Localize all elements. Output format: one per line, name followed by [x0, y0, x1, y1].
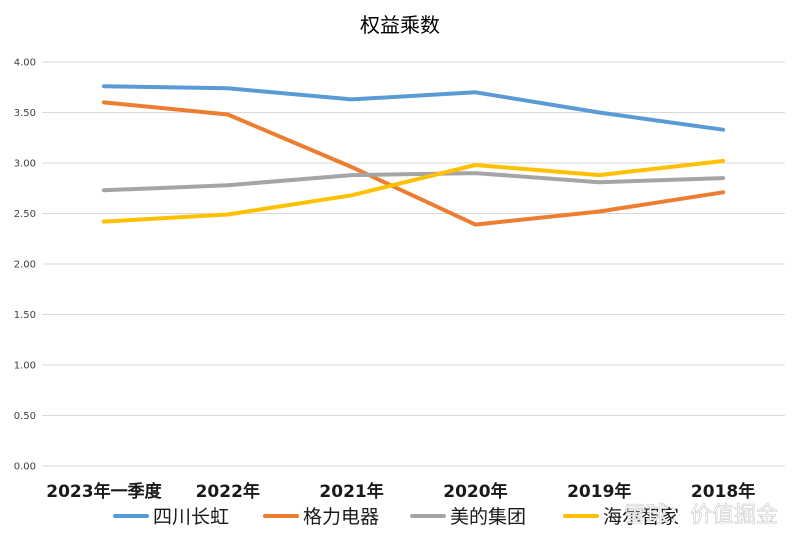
y-axis-ticks: 0.00 0.50 1.00 1.50 2.00 2.50 3.00 3.50 4.00: [14, 58, 36, 473]
legend-label: 海尔智家: [603, 506, 679, 528]
watermark-text: 雪球：价值掘金: [624, 503, 778, 528]
x-tick-label: 2020年: [443, 481, 507, 502]
y-tick-label: 3.00: [14, 159, 36, 170]
y-tick-label: 2.00: [14, 260, 36, 271]
y-tick-label: 1.50: [14, 310, 36, 321]
series-line-4: [101, 159, 726, 224]
y-tick-label: 2.50: [14, 209, 36, 220]
y-tick-label: 0.50: [14, 411, 36, 422]
y-tick-label: 1.00: [14, 361, 36, 372]
x-axis-ticks: 2023年一季度 2022年 2021年 2020年 2019年 2018年: [46, 481, 755, 502]
x-tick-label: 2019年: [567, 481, 631, 502]
gridlines: [42, 61, 785, 467]
legend-label: 四川长虹: [153, 506, 229, 528]
chart-title: 权益乘数: [360, 13, 440, 37]
x-tick-label: 2018年: [691, 481, 755, 502]
x-tick-label: 2021年: [319, 481, 383, 502]
y-tick-label: 3.50: [14, 108, 36, 119]
x-tick-label: 2022年: [196, 481, 260, 502]
legend-label: 格力电器: [303, 506, 379, 528]
series-lines: [101, 84, 726, 227]
y-tick-label: 4.00: [14, 58, 36, 69]
series-line-2: [101, 100, 726, 227]
series-line-1: [101, 84, 726, 132]
legend: 四川长虹 格力电器 美的集团 海尔智家: [113, 506, 679, 528]
series-line-3: [101, 171, 726, 193]
y-tick-label: 0.00: [14, 462, 36, 473]
legend-label: 美的集团: [450, 506, 526, 528]
x-tick-label: 2023年一季度: [46, 481, 162, 502]
